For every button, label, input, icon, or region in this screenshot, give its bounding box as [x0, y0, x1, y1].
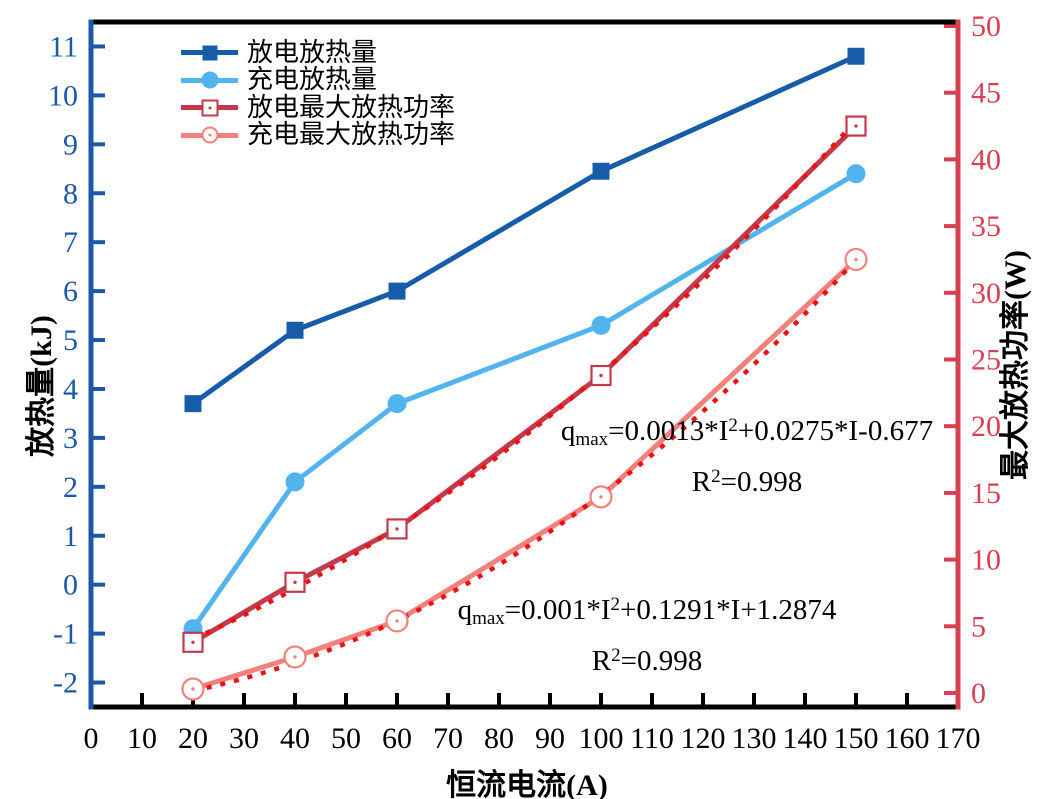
svg-text:130: 130 [732, 722, 777, 755]
svg-text:120: 120 [681, 722, 726, 755]
svg-text:20: 20 [178, 722, 208, 755]
svg-text:60: 60 [382, 722, 412, 755]
svg-text:0: 0 [84, 722, 99, 755]
svg-text:80: 80 [484, 722, 514, 755]
svg-text:10: 10 [48, 79, 78, 112]
svg-text:1: 1 [63, 520, 78, 553]
svg-text:50: 50 [331, 722, 361, 755]
right-axis-title: 最大放热功率(W) [999, 250, 1032, 480]
svg-text:150: 150 [834, 722, 879, 755]
svg-text:35: 35 [971, 210, 1001, 243]
fit-equation-annotation: qmax=0.001*I2+0.1291*I+1.2874 R2=0.998 [458, 586, 837, 680]
svg-text:30: 30 [971, 277, 1001, 310]
legend-marker-circle-filled-icon [181, 71, 238, 89]
equation-text: qmax=0.0013*I2+0.0275*I-0.677 [560, 415, 934, 450]
legend-item-label: 充电最大放热功率 [247, 120, 456, 150]
legend-item: 充电放热量 [181, 67, 455, 95]
legend-marker-square-filled-icon [181, 45, 238, 61]
svg-text:10: 10 [971, 544, 1001, 577]
svg-text:140: 140 [783, 722, 828, 755]
svg-text:4: 4 [63, 373, 78, 406]
svg-text:20: 20 [971, 410, 1001, 443]
legend-marker-circle-open-icon [181, 126, 238, 144]
svg-text:3: 3 [63, 422, 78, 455]
svg-text:11: 11 [49, 30, 78, 63]
svg-text:2: 2 [63, 471, 78, 504]
svg-text:25: 25 [971, 343, 1001, 376]
svg-text:0: 0 [63, 569, 78, 602]
svg-text:70: 70 [433, 722, 463, 755]
svg-text:-2: -2 [53, 667, 78, 700]
svg-text:15: 15 [971, 477, 1001, 510]
svg-text:90: 90 [535, 722, 565, 755]
r-squared-text: R2=0.998 [591, 645, 703, 677]
svg-text:50: 50 [971, 10, 1001, 43]
svg-text:6: 6 [63, 275, 78, 308]
svg-text:40: 40 [280, 722, 310, 755]
equation-text: qmax=0.001*I2+0.1291*I+1.2874 [457, 594, 837, 629]
svg-text:10: 10 [127, 722, 157, 755]
svg-text:110: 110 [630, 722, 674, 755]
svg-text:100: 100 [579, 722, 624, 755]
legend-item: 放电放热量 [181, 39, 455, 67]
fit-equation-annotation: qmax=0.0013*I2+0.0275*I-0.677 R2=0.998 [561, 407, 933, 501]
x-axis-title: 恒流电流(A) [446, 769, 608, 799]
svg-text:5: 5 [63, 324, 78, 357]
legend-marker-square-open-icon [181, 99, 238, 117]
svg-text:160: 160 [885, 722, 930, 755]
svg-text:7: 7 [63, 226, 78, 259]
svg-text:40: 40 [971, 143, 1001, 176]
svg-text:170: 170 [936, 722, 981, 755]
svg-text:9: 9 [63, 128, 78, 161]
svg-text:30: 30 [229, 722, 259, 755]
svg-text:0: 0 [971, 677, 986, 710]
svg-text:8: 8 [63, 177, 78, 210]
legend: 放电放热量 充电放热量 放电最大放热功率 充电最大放热功率 [181, 39, 455, 149]
legend-item-label: 充电放热量 [247, 65, 378, 95]
r-squared-text: R2=0.998 [691, 466, 803, 498]
legend-item: 充电最大放热功率 [181, 122, 455, 150]
legend-item-label: 放电放热量 [247, 37, 378, 67]
legend-item-label: 放电最大放热功率 [247, 92, 456, 122]
svg-text:5: 5 [971, 610, 986, 643]
left-axis-title: 放热量(kJ) [25, 315, 58, 457]
legend-item: 放电最大放热功率 [181, 94, 455, 122]
svg-text:-1: -1 [53, 618, 78, 651]
svg-text:45: 45 [971, 77, 1001, 110]
